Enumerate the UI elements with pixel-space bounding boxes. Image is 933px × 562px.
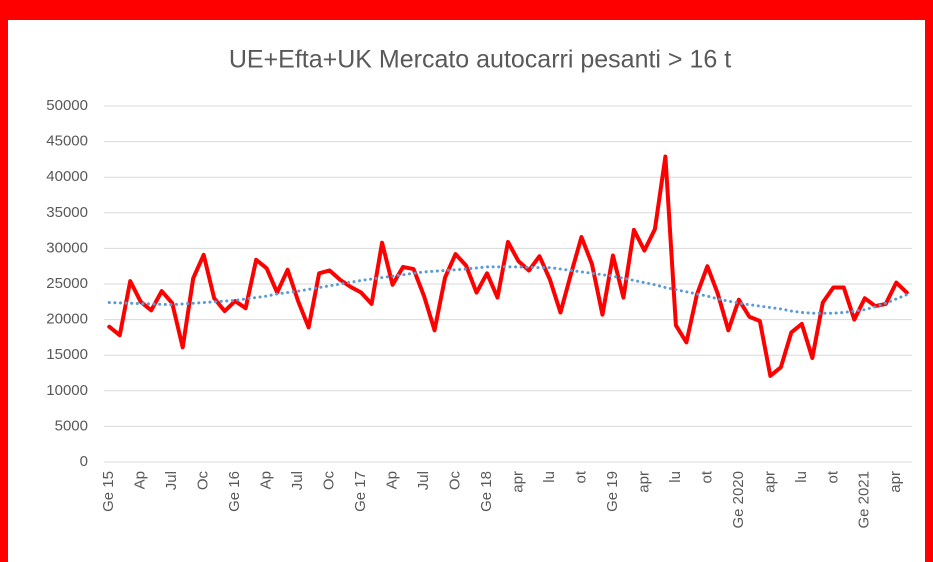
x-tick-label: Oc: [321, 471, 338, 491]
x-tick-label: lu: [541, 471, 558, 483]
x-tick-label: Oc: [447, 471, 464, 491]
x-tick-label: lu: [793, 471, 810, 483]
x-tick-label: apr: [761, 471, 778, 493]
x-tick-label: ot: [572, 470, 589, 483]
x-tick-label: apr: [887, 471, 904, 493]
y-tick-label: 15000: [46, 346, 88, 363]
y-tick-label: 50000: [46, 97, 88, 114]
x-tick-label: Ap: [258, 471, 275, 489]
x-tick-label: Ge 2020: [730, 471, 747, 529]
y-tick-label: 10000: [46, 382, 88, 399]
x-tick-label: apr: [635, 471, 652, 493]
y-tick-label: 25000: [46, 275, 88, 292]
x-tick-label: Ge 18: [478, 471, 495, 512]
x-tick-label: Jul: [289, 471, 306, 490]
y-tick-label: 5000: [55, 417, 88, 434]
x-tick-label: Jul: [415, 471, 432, 490]
trend-line: [107, 265, 909, 315]
y-tick-label: 40000: [46, 168, 88, 185]
x-tick-label: Ge 15: [100, 471, 117, 512]
x-tick-label: ot: [824, 470, 841, 483]
y-tick-label: 0: [80, 453, 88, 470]
data-line: [107, 154, 909, 378]
y-tick-label: 20000: [46, 311, 88, 328]
x-tick-label: Ap: [132, 471, 149, 489]
y-tick-label: 35000: [46, 204, 88, 221]
y-tick-label: 45000: [46, 133, 88, 150]
x-tick-label: Ge 17: [352, 471, 369, 512]
chart-title: UE+Efta+UK Mercato autocarri pesanti > 1…: [229, 46, 731, 74]
x-tick-label: ot: [698, 470, 715, 483]
x-tick-label: Ge 2021: [856, 471, 873, 529]
x-tick-label: Ge 19: [604, 471, 621, 512]
x-tick-label: Jul: [163, 471, 180, 490]
x-tick-label: Ge 16: [226, 471, 243, 512]
x-tick-label: Oc: [195, 471, 212, 491]
x-tick-label: apr: [509, 471, 526, 493]
y-tick-label: 30000: [46, 239, 88, 256]
x-tick-label: Ap: [384, 471, 401, 489]
x-tick-label: lu: [667, 471, 684, 483]
